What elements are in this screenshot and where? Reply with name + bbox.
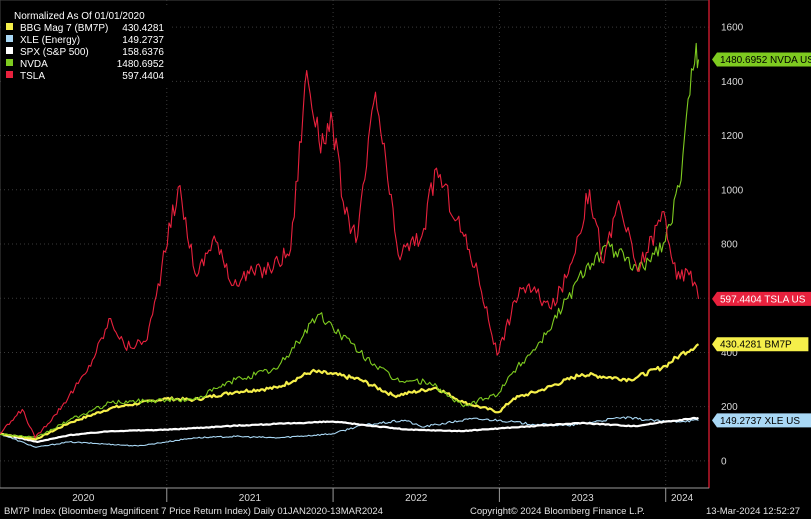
legend-series-name: NVDA xyxy=(20,59,48,70)
x-axis-ticks: 2020 2021 2022 2023 2024 xyxy=(72,488,694,504)
value-tag-label: 149.2737 XLE US xyxy=(720,416,800,427)
value-tag-background xyxy=(712,291,811,306)
legend-swatch xyxy=(6,71,13,78)
footer-index-description: BM7P Index (Bloomberg Magnificent 7 Pric… xyxy=(4,506,383,517)
series-line-tsla xyxy=(0,69,700,439)
y-tick-label: 1000 xyxy=(721,185,744,196)
x-tick-label: 2022 xyxy=(405,493,428,504)
footer-copyright: Copyright© 2024 Bloomberg Finance L.P. xyxy=(470,506,645,517)
legend-entry: SPX (S&P 500) 158.6376 xyxy=(6,47,164,58)
legend-series-value: 430.4281 xyxy=(122,23,164,34)
y-tick-label: 1200 xyxy=(721,131,744,142)
footer-timestamp: 13-Mar-2024 12:52:27 xyxy=(706,506,801,517)
last-value-tags: 430.4281 BM7P 149.2737 XLE US 1480.6952 NV… xyxy=(712,52,811,428)
legend-series-value: 597.4404 xyxy=(122,71,164,82)
series-line-bbg-mag-7-bm7p xyxy=(0,343,700,441)
series-layer xyxy=(0,42,700,448)
value-tag: 1480.6952 NVDA US xyxy=(712,52,811,67)
legend-entry: XLE (Energy) 149.2737 xyxy=(6,35,164,46)
x-tick-label: 2023 xyxy=(571,493,594,504)
x-tick-label: 2021 xyxy=(239,493,262,504)
legend-swatch xyxy=(6,59,13,66)
legend-series-name: BBG Mag 7 (BM7P) xyxy=(20,23,108,34)
y-tick-label: 1600 xyxy=(721,23,744,34)
y-tick-label: 0 xyxy=(721,456,727,467)
y-tick-label: 400 xyxy=(721,348,738,359)
legend-entry: NVDA 1480.6952 xyxy=(6,59,164,70)
value-tag-label: 1480.6952 NVDA US xyxy=(720,55,811,66)
legend-series-value: 1480.6952 xyxy=(117,59,165,70)
footer-bar: BM7P Index (Bloomberg Magnificent 7 Pric… xyxy=(0,505,811,519)
series-line-spx-s-p-500 xyxy=(0,416,699,443)
legend-swatch xyxy=(6,35,13,42)
y-tick-label: 800 xyxy=(721,240,738,251)
legend: Normalized As Of 01/01/2020 BBG Mag 7 (B… xyxy=(2,6,170,86)
value-tag: 149.2737 XLE US xyxy=(712,413,811,428)
value-tag-label: 597.4404 TSLA US xyxy=(720,294,806,305)
legend-series-value: 149.2737 xyxy=(122,35,164,46)
value-tag-background xyxy=(712,337,809,352)
legend-entry: TSLA 597.4404 xyxy=(6,71,164,82)
value-tag-background xyxy=(712,413,811,428)
chart-title: Normalized As Of 01/01/2020 xyxy=(14,11,145,22)
legend-swatch xyxy=(6,23,13,30)
price-chart: 02004006008001000120014001600 2020202120… xyxy=(0,0,811,505)
legend-series-name: SPX (S&P 500) xyxy=(20,47,89,58)
value-tag: 430.4281 BM7P xyxy=(712,337,809,352)
series-line-nvda xyxy=(0,42,700,439)
y-tick-label: 200 xyxy=(721,402,738,413)
value-tag-label: 430.4281 BM7P xyxy=(720,340,792,351)
legend-series-name: TSLA xyxy=(20,71,45,82)
legend-series-value: 158.6376 xyxy=(122,47,164,58)
value-tag: 597.4404 TSLA US xyxy=(712,291,811,306)
x-tick-label: 2020 xyxy=(72,493,95,504)
grid-lines xyxy=(0,0,709,488)
legend-swatch xyxy=(6,47,13,54)
legend-entry: BBG Mag 7 (BM7P) 430.4281 xyxy=(6,23,164,34)
legend-background xyxy=(2,6,170,86)
legend-series-name: XLE (Energy) xyxy=(20,35,80,46)
value-tag-background xyxy=(712,52,811,67)
y-tick-label: 1400 xyxy=(721,77,744,88)
x-tick-label: 2024 xyxy=(671,493,694,504)
